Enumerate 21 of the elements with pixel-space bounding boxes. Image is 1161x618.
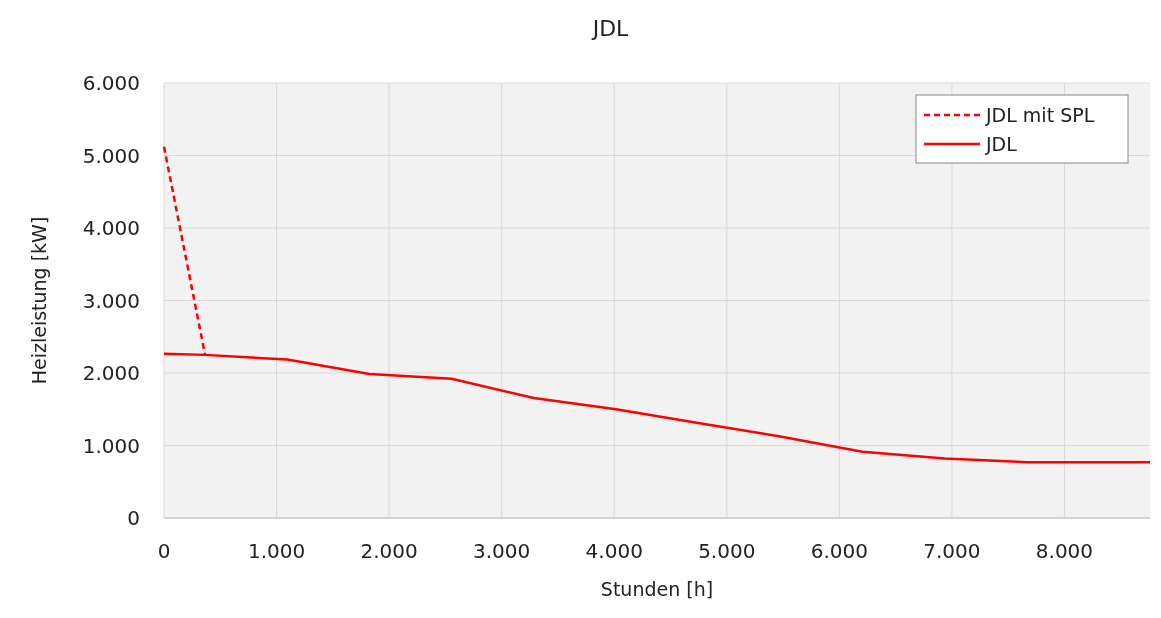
y-tick-label: 1.000 [82, 433, 140, 458]
x-axis-title: Stunden [h] [600, 578, 714, 600]
x-tick-label: 7.000 [923, 539, 981, 563]
x-tick-label: 5.000 [698, 539, 756, 563]
x-tick-label: 0 [157, 539, 171, 563]
chart-title: JDL [590, 16, 630, 41]
y-tick-label: 3.000 [82, 288, 140, 313]
legend-label: JDL [985, 133, 1018, 155]
y-tick-label: 2.000 [82, 361, 140, 385]
x-tick-label: 1.000 [247, 539, 306, 563]
y-tick-label: 0 [127, 506, 140, 530]
y-tick-label: 6.000 [82, 71, 140, 95]
x-tick-label: 6.000 [810, 539, 868, 563]
x-tick-label: 8.000 [1035, 539, 1094, 563]
y-axis-title: Heizleistung [kW] [28, 216, 50, 385]
x-tick-label: 2.000 [360, 539, 418, 563]
y-tick-label: 5.000 [82, 143, 140, 168]
legend-label: JDL mit SPL [985, 104, 1095, 126]
y-tick-label: 4.000 [82, 216, 140, 240]
x-tick-label: 4.000 [585, 539, 643, 563]
x-tick-label: 3.000 [473, 539, 531, 563]
